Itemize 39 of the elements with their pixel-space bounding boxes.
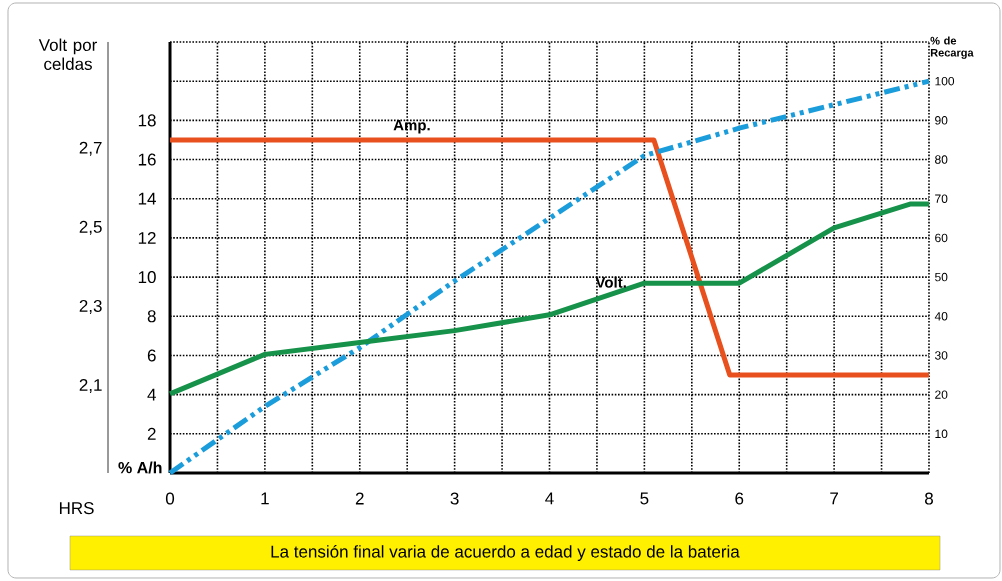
y-tick-label: 14 [138,192,156,205]
y-tick-label: 10 [138,271,156,284]
y2-tick-label: 60 [935,233,948,243]
y3-tick-label: 2,3 [79,299,102,314]
y-axis-title: % A/h [118,461,162,474]
y2-tick-label: 40 [934,312,948,321]
x-tick-label: 8 [925,492,933,505]
y2-tick-label: 30 [934,351,948,360]
y-tick-label: 8 [147,310,156,323]
y2-tick-label: 70 [935,194,948,203]
y3-tick-label: 2,1 [79,378,102,394]
y2-tick-label: 80 [935,155,948,164]
y-tick-label: 12 [138,231,156,244]
x-tick-label: 7 [830,492,838,505]
y-tick-label: 6 [147,349,156,362]
y-tick-label: 18 [138,114,156,127]
x-tick-label: 0 [165,492,175,505]
y2-tick-label: 10 [935,429,948,439]
text: La tensión final varia de acuerdo a edad y estado de la bateria [271,544,740,562]
x-tick-label: 3 [450,492,459,505]
y-tick-label: 4 [147,388,156,401]
series-label: Amp. [393,119,430,134]
y3-axis-title: Volt por celdas [38,38,98,71]
y3-tick-label: 2,7 [79,141,102,156]
x-tick-label: 5 [640,492,649,505]
y-tick-label: 2 [147,427,156,440]
y-tick-label: 16 [138,153,156,166]
y3-tick-label: 2,5 [79,220,102,235]
series-label: Volt. [595,276,626,288]
y2-axis-title: % de Recarga [930,36,974,59]
x-tick-label: 2 [355,492,364,505]
x-tick-label: 4 [545,492,554,505]
x-tick-label: 1 [261,492,269,505]
y2-tick-label: 100 [935,76,955,86]
y2-tick-label: 20 [935,390,948,399]
x-tick-label: 6 [735,492,744,505]
y2-tick-label: 90 [935,116,948,125]
x-axis-title: HRS [59,502,94,515]
y2-tick-label: 50 [935,272,948,282]
